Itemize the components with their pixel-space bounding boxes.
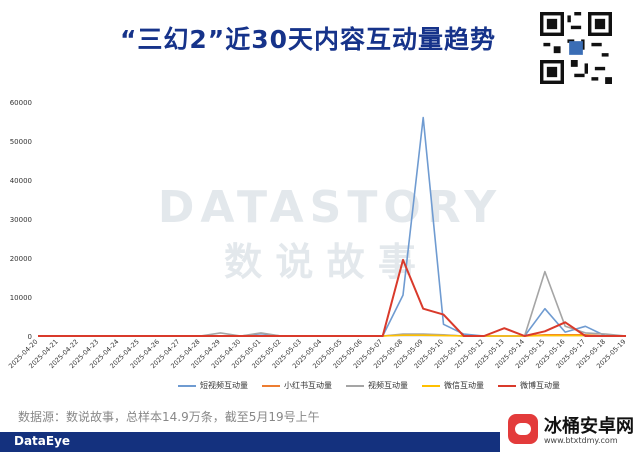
site-name: 冰桶安卓网: [544, 416, 634, 437]
y-tick-label: 60000: [10, 99, 32, 107]
site-badge[interactable]: 冰桶安卓网 www.btxtdmy.com: [500, 408, 640, 452]
gamepad-icon: [508, 414, 538, 444]
footer-bar: DataEye: [0, 432, 640, 452]
series-line-4: [38, 258, 626, 337]
series-line-0: [38, 116, 626, 337]
legend-swatch: [498, 384, 516, 387]
legend-label: 视频互动量: [368, 381, 408, 390]
series-line-2: [38, 270, 627, 337]
site-url: www.btxtdmy.com: [544, 436, 618, 445]
y-tick-label: 10000: [10, 294, 32, 302]
legend-item: 微信互动量: [422, 380, 484, 391]
legend-label: 微博互动量: [520, 381, 560, 390]
line-chart: 01000020000300004000050000600002025-04-2…: [7, 99, 627, 370]
legend-swatch: [178, 384, 196, 387]
y-tick-label: 50000: [10, 138, 32, 146]
source-note: 数据源：数说故事，总样本14.9万条，截至5月19号上午: [18, 410, 320, 424]
legend-label: 小红书互动量: [284, 381, 332, 390]
legend-swatch: [262, 384, 280, 387]
legend-item: 小红书互动量: [262, 380, 332, 391]
legend-label: 短视频互动量: [200, 381, 248, 390]
legend-item: 微博互动量: [498, 380, 560, 391]
legend-swatch: [422, 384, 440, 387]
dataeye-logo: DataEye: [14, 434, 71, 448]
chart-legend: 短视频互动量 小红书互动量 视频互动量 微信互动量 微博互动量: [178, 380, 560, 391]
qr-code-icon: [540, 12, 612, 84]
y-tick-label: 20000: [10, 255, 32, 263]
legend-swatch: [346, 384, 364, 387]
legend-item: 视频互动量: [346, 380, 408, 391]
y-tick-label: 40000: [10, 177, 32, 185]
legend-label: 微信互动量: [444, 381, 484, 390]
chart-title: “三幻2”近30天内容互动量趋势: [119, 25, 497, 54]
y-tick-label: 30000: [10, 216, 32, 224]
legend-item: 短视频互动量: [178, 380, 248, 391]
y-tick-label: 0: [28, 333, 32, 341]
